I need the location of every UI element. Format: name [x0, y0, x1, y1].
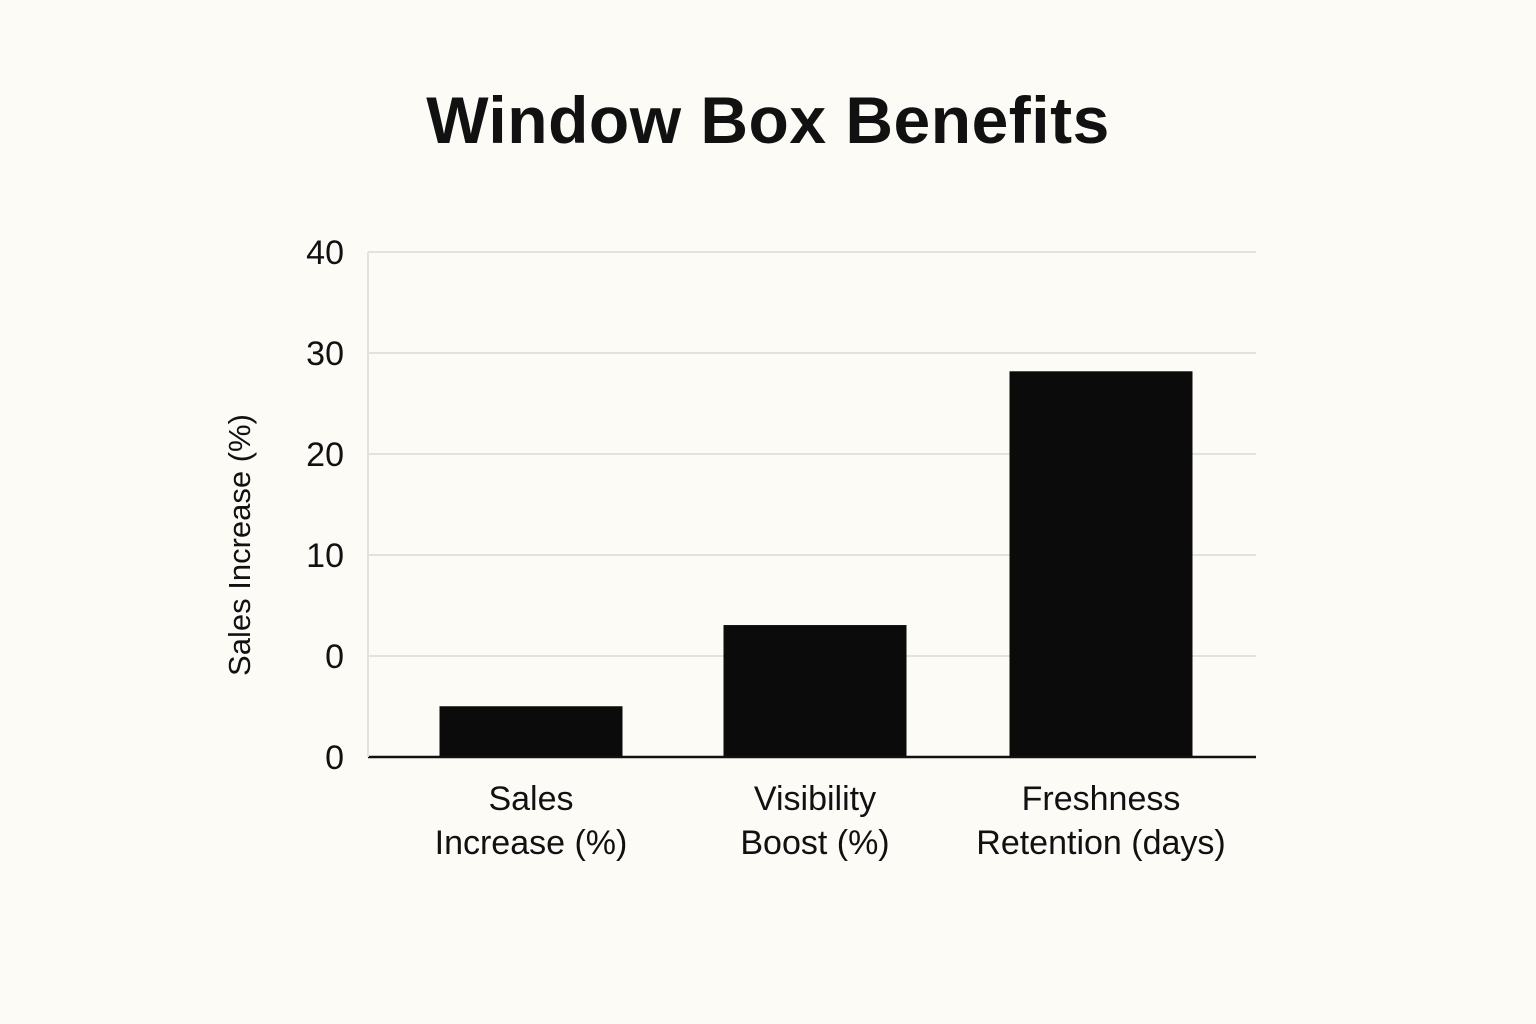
bar — [439, 706, 623, 757]
bars — [439, 371, 1193, 757]
category-label: Visibility Boost (%) — [740, 780, 889, 862]
category-label: Freshness Retention (days) — [976, 780, 1225, 862]
category-label-line: Visibility — [754, 780, 876, 818]
category-label-line: Sales — [488, 780, 573, 818]
axes — [367, 252, 1256, 759]
category-label-line: Freshness — [1022, 780, 1181, 818]
category-labels: Sales Increase (%) Visibility Boost (%) Fres… — [435, 780, 1226, 862]
bar — [1009, 371, 1193, 757]
category-label-line: Boost (%) — [740, 824, 889, 862]
bar — [723, 625, 907, 757]
chart-title: Window Box Benefits — [426, 83, 1110, 157]
y-tick-labels: 0 0 10 20 30 40 — [306, 234, 344, 777]
y-tick-label: 10 — [306, 537, 344, 575]
y-tick-label: 30 — [306, 335, 344, 373]
category-label: Sales Increase (%) — [435, 780, 628, 862]
y-tick-label: 40 — [306, 234, 344, 272]
category-label-line: Retention (days) — [976, 824, 1225, 862]
y-tick-label: 20 — [306, 436, 344, 474]
category-label-line: Increase (%) — [435, 824, 628, 862]
y-tick-label: 0 — [325, 739, 344, 777]
y-axis-title: Sales Increase (%) — [222, 414, 257, 676]
y-tick-label: 0 — [325, 638, 344, 676]
